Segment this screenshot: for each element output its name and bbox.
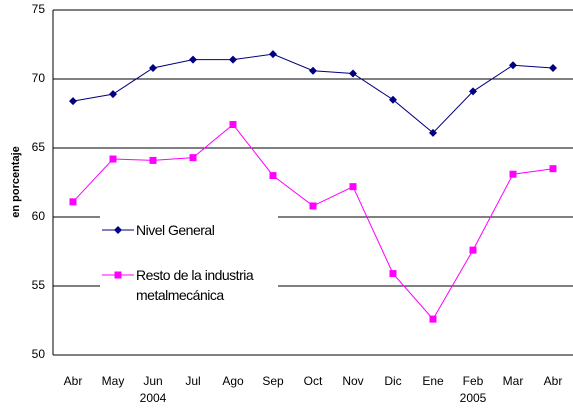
- point: [509, 170, 517, 178]
- point: [229, 121, 237, 129]
- point: [189, 154, 197, 162]
- series-line: [72, 53, 554, 134]
- point: [309, 202, 317, 210]
- x-tick-label: Jun: [143, 374, 162, 388]
- point: [389, 95, 397, 104]
- legend-label: Nivel General: [136, 222, 215, 238]
- point: [469, 87, 477, 96]
- point: [349, 183, 357, 191]
- x-tick-label: Ene: [422, 374, 444, 388]
- y-tick-label: 75: [32, 2, 46, 16]
- point: [149, 63, 157, 72]
- legend-swatch: [102, 226, 134, 234]
- point: [229, 55, 237, 64]
- y-tick-label: 50: [32, 347, 46, 361]
- x-tick-label: Dic: [384, 374, 401, 388]
- y-axis-label: en porcentaje: [10, 146, 22, 218]
- point: [149, 156, 157, 164]
- y-tick-label: 60: [32, 209, 46, 223]
- legend-label: Resto de la industria metalmecánica: [136, 267, 254, 303]
- legend-item: Nivel General: [100, 220, 276, 240]
- point: [269, 172, 277, 180]
- x-tick-label: Abr: [64, 374, 83, 388]
- point: [349, 69, 357, 78]
- y-tick-label: 55: [32, 278, 46, 292]
- x-tick-label: Mar: [503, 374, 524, 388]
- x-tick-label: May: [102, 374, 125, 388]
- point: [429, 315, 437, 323]
- legend-marker: [114, 271, 122, 279]
- point: [389, 270, 397, 278]
- legend-swatch: [102, 271, 134, 279]
- point: [69, 97, 77, 106]
- point: [509, 61, 517, 70]
- x-tick-label: Abr: [544, 374, 563, 388]
- point: [109, 90, 117, 99]
- point: [549, 165, 557, 173]
- legend-item: Resto de la industria metalmecánica: [100, 265, 276, 305]
- y-tick-label: 65: [32, 140, 46, 154]
- x-tick-label: Sep: [262, 374, 284, 388]
- x-tick-label: Oct: [304, 374, 323, 388]
- x-tick-label: Jul: [185, 374, 200, 388]
- point: [309, 66, 317, 75]
- point: [189, 55, 197, 64]
- year-label: 2004: [140, 391, 167, 405]
- x-tick-label: Ago: [222, 374, 244, 388]
- legend-marker: [114, 226, 122, 234]
- point: [429, 128, 437, 137]
- legend: Nivel General Resto de la industria metal…: [100, 215, 278, 310]
- year-label: 2005: [460, 391, 487, 405]
- point: [549, 63, 557, 72]
- point: [269, 50, 277, 59]
- point: [69, 198, 77, 206]
- x-tick-label: Nov: [342, 374, 363, 388]
- point: [469, 246, 477, 254]
- y-tick-label: 70: [32, 71, 46, 85]
- x-tick-label: Feb: [463, 374, 484, 388]
- point: [109, 155, 117, 163]
